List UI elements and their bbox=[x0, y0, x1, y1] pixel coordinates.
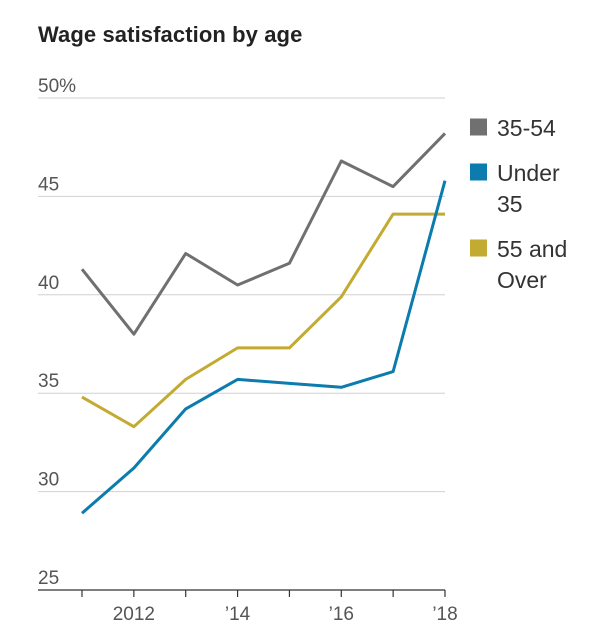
legend-label-35-54: 35-54 bbox=[497, 115, 556, 141]
series-line-55-and-over bbox=[81, 212, 445, 429]
legend-label-55-and-over: Over bbox=[497, 267, 547, 293]
y-tick-label-25: 25 bbox=[38, 568, 59, 589]
y-tick-label-35: 35 bbox=[38, 371, 59, 392]
legend-swatch-under-35 bbox=[470, 163, 487, 181]
legend-swatch-35-54 bbox=[470, 118, 487, 136]
x-axis: 2012 ’14 ’16 ’18 bbox=[38, 589, 458, 625]
x-tick-label-2012: 2012 bbox=[113, 604, 155, 625]
legend: 35-54 Under 35 55 and Over bbox=[470, 115, 567, 293]
gridlines bbox=[38, 97, 445, 493]
x-tick-label-2016: ’16 bbox=[329, 604, 354, 625]
legend-label-under-35: Under bbox=[497, 160, 560, 186]
legend-swatch-55-and-over bbox=[470, 239, 487, 257]
y-tick-label-50: 50% bbox=[38, 76, 76, 97]
chart-title: Wage satisfaction by age bbox=[38, 22, 303, 47]
series-lines bbox=[80, 132, 447, 515]
y-tick-label-40: 40 bbox=[38, 273, 59, 294]
legend-label-under-35: 35 bbox=[497, 191, 523, 217]
series-line-under-35 bbox=[81, 180, 447, 515]
x-tick-label-2018: ’18 bbox=[432, 604, 457, 625]
series-line-35-54 bbox=[80, 132, 447, 336]
y-tick-label-45: 45 bbox=[38, 174, 59, 195]
y-tick-label-30: 30 bbox=[38, 470, 59, 491]
y-axis-labels: 50% 45 40 35 30 25 bbox=[38, 76, 76, 589]
legend-label-55-and-over: 55 and bbox=[497, 236, 567, 262]
x-tick-label-2014: ’14 bbox=[225, 604, 251, 625]
